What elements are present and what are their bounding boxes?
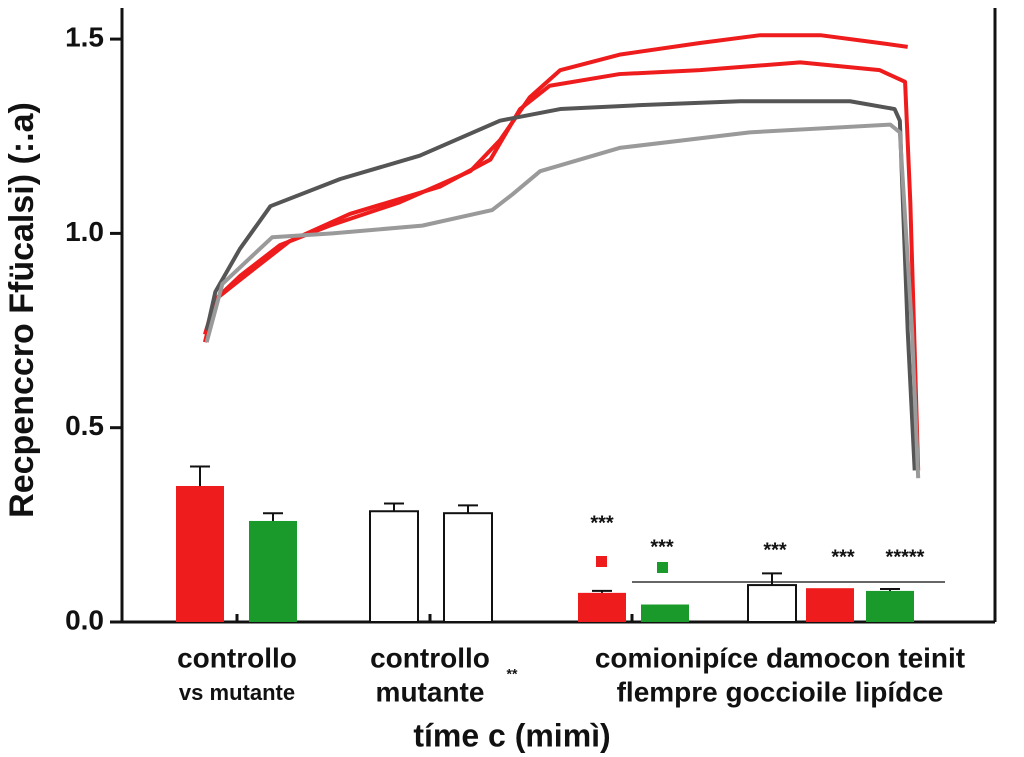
marker	[596, 556, 607, 567]
y-tick-label: 1.5	[65, 21, 104, 52]
x-group-label: controllo	[370, 642, 490, 673]
bar	[806, 588, 854, 622]
bar	[747, 584, 797, 623]
x-axis-title: tíme c (mimì)	[413, 717, 610, 753]
bar	[443, 512, 493, 624]
line	[204, 99, 917, 471]
x-group-label: flempre goccioile lipídce	[617, 676, 944, 707]
x-group-label: comionipíce damocon teinit	[595, 642, 965, 673]
annotation: ***	[590, 512, 614, 534]
line	[202, 60, 921, 471]
x-group-label: vs mutante	[179, 680, 295, 705]
line	[204, 122, 921, 479]
marker	[657, 562, 668, 573]
x-group-label: mutante	[376, 676, 485, 707]
annotation: ***	[650, 536, 674, 558]
bar	[866, 590, 914, 622]
line	[203, 33, 908, 336]
y-tick-label: 1.0	[65, 216, 104, 247]
x-group-label: controllo	[177, 642, 297, 673]
annotation: *****	[886, 546, 925, 568]
annotation: **	[507, 666, 518, 682]
bar	[369, 510, 419, 623]
bar	[641, 604, 689, 622]
bar	[249, 520, 297, 622]
bar	[578, 592, 626, 622]
annotation: ***	[831, 546, 855, 568]
bar	[176, 485, 224, 622]
annotation: ***	[763, 539, 787, 561]
y-tick-label: 0.0	[65, 604, 104, 635]
y-axis-title: Recpenccro Ffücalsi) (:.a)	[3, 102, 41, 518]
y-tick-label: 0.5	[65, 410, 104, 441]
